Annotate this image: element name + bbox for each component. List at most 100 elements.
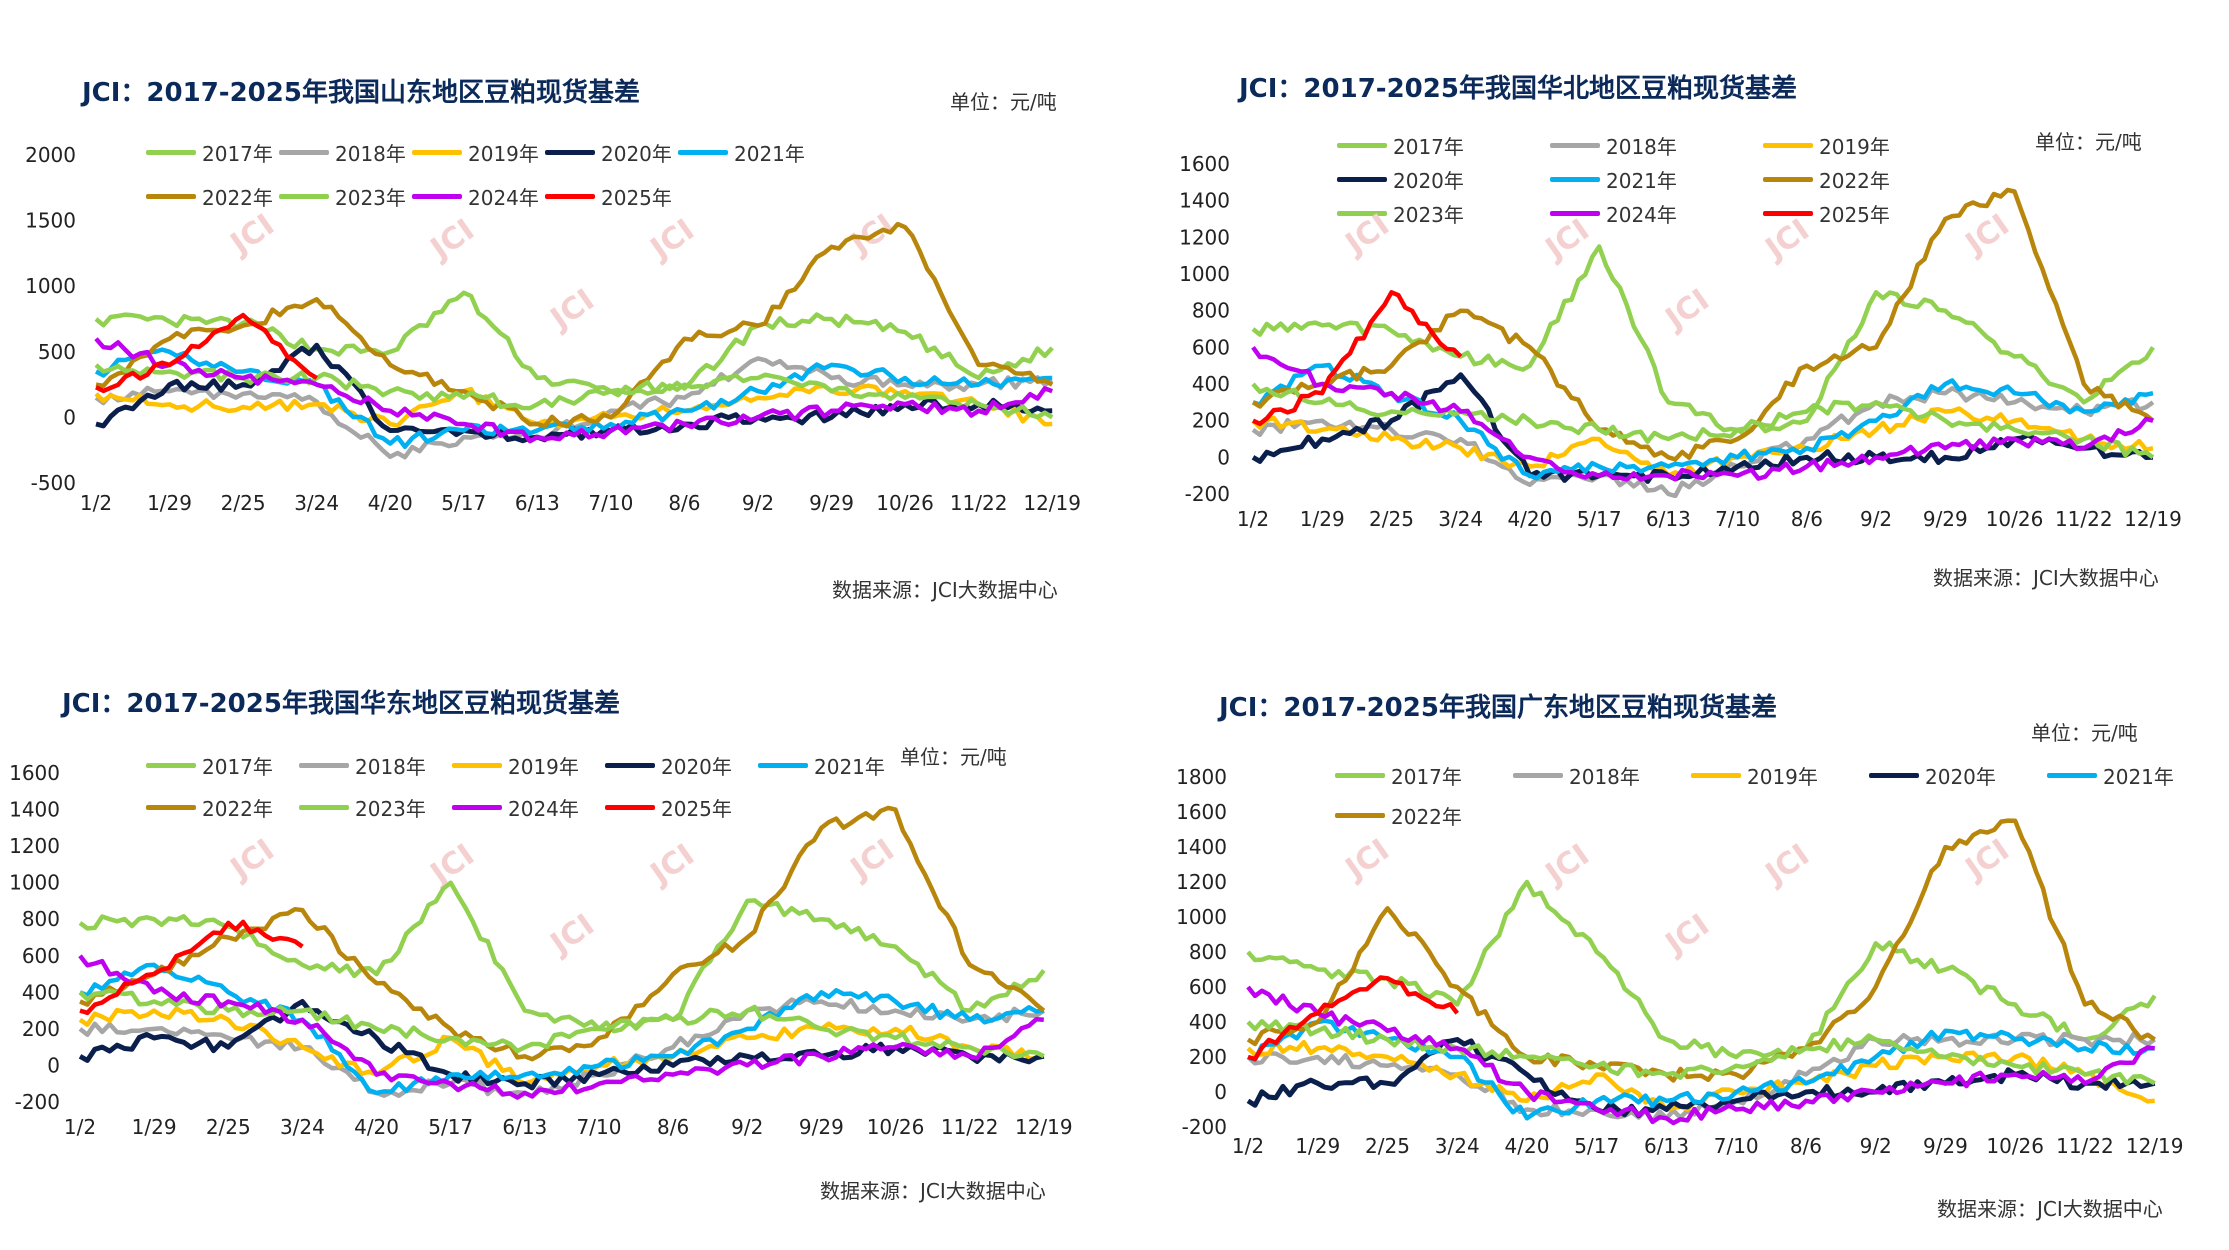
legend-swatch	[1763, 177, 1813, 182]
legend-swatch	[1550, 177, 1600, 182]
x-tick-label: 12/19	[2124, 507, 2182, 531]
legend-swatch	[299, 763, 349, 768]
legend-item: 2025年	[605, 793, 732, 822]
y-tick-label: 1400	[1176, 835, 1227, 859]
legend-item: 2019年	[452, 751, 579, 780]
legend-item: 2017年	[1335, 761, 1462, 790]
x-tick-label: 2/25	[1369, 507, 1414, 531]
legend-label: 2020年	[1393, 169, 1464, 193]
y-tick-label: 400	[22, 980, 60, 1004]
legend-label: 2018年	[1606, 135, 1677, 159]
chart-title: JCI：2017-2025年我国广东地区豆粕现货基差	[1219, 693, 1777, 723]
series-line-2023年	[1251, 382, 2155, 460]
legend-label: 2022年	[1819, 169, 1890, 193]
watermark-logo: JCI	[1338, 832, 1396, 887]
chart-panel-shandong: JCI：2017-2025年我国山东地区豆粕现货基差 单位：元/吨 2017年 2…	[0, 0, 1114, 625]
y-tick-label: 800	[22, 907, 60, 931]
y-tick-label: 1000	[1179, 262, 1230, 286]
watermark-logo: JCI	[1338, 207, 1396, 262]
legend-swatch	[605, 763, 655, 768]
legend-label: 2021年	[734, 142, 805, 166]
watermark-logo: JCI	[1758, 212, 1816, 267]
y-tick-label: -200	[15, 1090, 60, 1114]
legend-label: 2023年	[335, 186, 406, 210]
legend-swatch	[1513, 773, 1563, 778]
legend-label: 2019年	[508, 755, 579, 779]
legend-swatch	[1763, 143, 1813, 148]
x-tick-label: 4/20	[368, 491, 413, 515]
watermark-logo: JCI	[423, 212, 481, 267]
legend-label: 2022年	[202, 186, 273, 210]
legend-item: 2018年	[279, 138, 406, 167]
chart-panel-huadong: JCI：2017-2025年我国华东地区豆粕现货基差 单位：元/吨 2017年 2…	[0, 625, 1114, 1250]
series-line-2023年	[1246, 1019, 2156, 1086]
x-tick-label: 6/13	[1644, 1134, 1689, 1158]
x-tick-label: 1/2	[1232, 1134, 1264, 1158]
chart-title: JCI：2017-2025年我国山东地区豆粕现货基差	[82, 78, 640, 108]
legend-item: 2023年	[299, 793, 426, 822]
x-tick-label: 7/10	[577, 1115, 622, 1139]
legend-label: 2021年	[1606, 169, 1677, 193]
series-line-2021年	[1252, 362, 2154, 481]
x-tick-label: 7/10	[588, 491, 633, 515]
x-tick-label: 9/2	[742, 491, 774, 515]
x-tick-label: 7/10	[1715, 507, 1760, 531]
x-tick-label: 2/25	[221, 491, 266, 515]
y-tick-label: 200	[1189, 1045, 1227, 1069]
chart-plot: -200 0 200 400 600 800 1000 1200 1400 1600 1/2 1/29…	[1179, 152, 2182, 531]
legend-label: 2017年	[202, 142, 273, 166]
legend-item: 2021年	[2047, 761, 2174, 790]
legend-swatch	[146, 763, 196, 768]
legend-swatch	[1337, 211, 1387, 216]
y-tick-label: 400	[1189, 1010, 1227, 1034]
y-tick-label: 1600	[9, 761, 60, 785]
legend-label: 2020年	[601, 142, 672, 166]
y-tick-label: 1400	[1179, 189, 1230, 213]
legend-swatch	[146, 150, 196, 155]
x-tick-label: 5/17	[428, 1115, 473, 1139]
legend-label: 2019年	[1819, 135, 1890, 159]
legend-label: 2019年	[468, 142, 539, 166]
watermark-logo: JCI	[1658, 282, 1716, 337]
watermark-logo: JCI	[1538, 837, 1596, 892]
watermark-logo: JCI	[643, 837, 701, 892]
watermark-logo: JCI	[223, 832, 281, 887]
x-tick-label: 2/25	[206, 1115, 251, 1139]
watermark-logo: JCI	[543, 907, 601, 962]
x-tick-label: 8/6	[657, 1115, 689, 1139]
series-line-2025年	[1247, 975, 1459, 1062]
x-tick-label: 11/22	[950, 491, 1008, 515]
y-tick-label: -200	[1182, 1115, 1227, 1139]
source-label: 数据来源：JCI大数据中心	[1933, 566, 2159, 590]
chart-title: JCI：2017-2025年我国华东地区豆粕现货基差	[62, 689, 620, 719]
x-tick-label: 5/17	[441, 491, 486, 515]
y-tick-label: 1000	[1176, 905, 1227, 929]
legend-swatch	[1335, 773, 1385, 778]
x-tick-label: 9/29	[1923, 507, 1968, 531]
legend-label: 2022年	[1391, 805, 1462, 829]
legend-swatch	[452, 763, 502, 768]
series-line-2025年	[79, 919, 304, 1016]
x-tick-label: 1/2	[64, 1115, 96, 1139]
legend-item: 2019年	[1763, 131, 1890, 160]
y-tick-label: 1400	[9, 798, 60, 822]
x-tick-label: 10/26	[1986, 1134, 2044, 1158]
legend-swatch	[545, 194, 595, 199]
legend-swatch	[1337, 177, 1387, 182]
legend-label: 2020年	[661, 755, 732, 779]
x-tick-label: 4/20	[1505, 1134, 1550, 1158]
watermark-logo: JCI	[223, 207, 281, 262]
legend-swatch	[2047, 773, 2097, 778]
legend-item: 2022年	[146, 793, 273, 822]
watermark-logo: JCI	[1658, 907, 1716, 962]
unit-label: 单位：元/吨	[950, 90, 1057, 114]
unit-label: 单位：元/吨	[900, 745, 1007, 769]
legend-label: 2017年	[1391, 765, 1462, 789]
legend-item: 2020年	[1869, 761, 1996, 790]
x-tick-label: 6/13	[515, 491, 560, 515]
x-tick-label: 1/29	[132, 1115, 177, 1139]
legend-item: 2021年	[1550, 165, 1677, 194]
series-line-2024年	[1251, 345, 2154, 482]
legend-swatch	[1763, 211, 1813, 216]
y-tick-label: 2000	[25, 143, 76, 167]
